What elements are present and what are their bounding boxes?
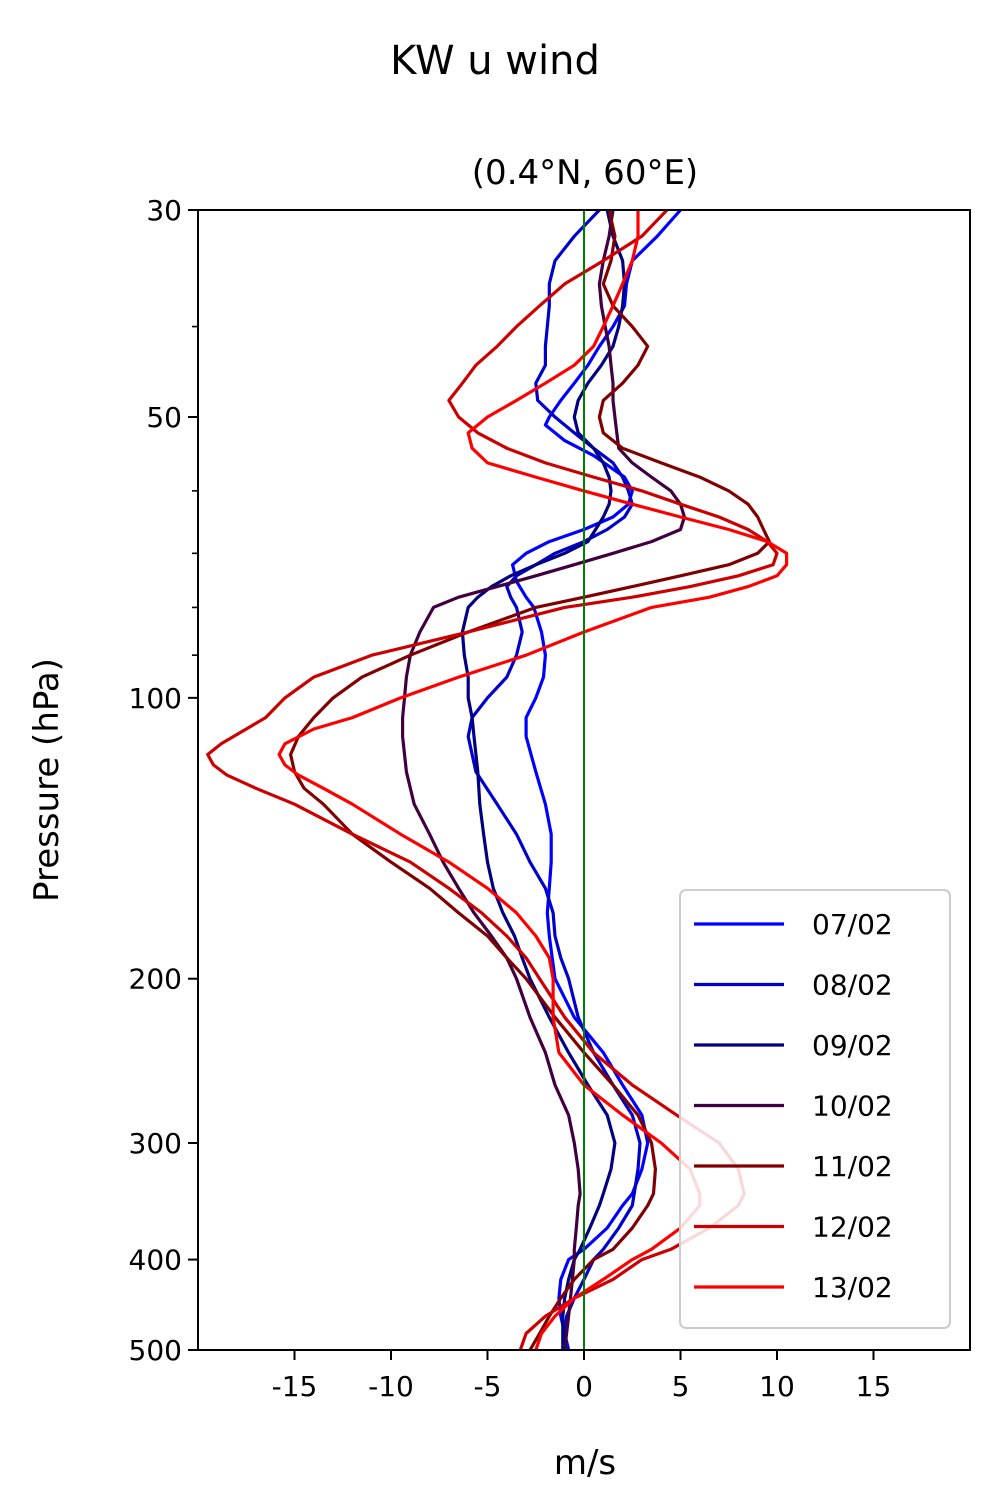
x-tick-label: -15 — [272, 1370, 318, 1403]
legend-label-3: 09/02 — [812, 1029, 893, 1062]
series-line-4 — [401, 210, 686, 1350]
legend-label-4: 10/02 — [812, 1090, 893, 1123]
y-tick-label: 50 — [146, 401, 182, 434]
y-tick-label: 100 — [129, 682, 182, 715]
legend: 07/02 08/02 09/02 10/02 11/02 12/02 13/02 — [679, 889, 951, 1329]
series-line-2 — [466, 210, 642, 1350]
series-line-3 — [460, 210, 627, 1350]
x-tick-label: 5 — [672, 1370, 690, 1403]
chart-title: (0.4°N, 60°E) — [472, 153, 698, 193]
x-tick-label: 10 — [759, 1370, 795, 1403]
chart-suptitle: KW u wind — [390, 38, 600, 84]
legend-label-7: 13/02 — [812, 1271, 893, 1304]
legend-label-1: 07/02 — [812, 908, 893, 941]
y-tick-label: 300 — [129, 1127, 182, 1160]
y-axis-label: Pressure (hPa) — [27, 658, 67, 902]
legend-label-5: 11/02 — [812, 1150, 893, 1183]
y-tick-label: 200 — [129, 963, 182, 996]
y-tick-label: 30 — [146, 194, 182, 227]
x-tick-label: -5 — [474, 1370, 502, 1403]
series-line-5 — [289, 210, 771, 1350]
y-axis-ticks: 30 50 100 200 300 400 500 — [129, 194, 198, 1367]
x-axis-label: m/s — [554, 1443, 616, 1483]
series-layer — [206, 210, 789, 1350]
series-line-1 — [511, 210, 682, 1350]
legend-frame — [679, 889, 951, 1329]
y-tick-label: 400 — [129, 1244, 182, 1277]
x-tick-label: 15 — [856, 1370, 892, 1403]
x-tick-label: 0 — [575, 1370, 593, 1403]
legend-label-6: 12/02 — [812, 1211, 893, 1244]
legend-label-2: 08/02 — [812, 969, 893, 1002]
x-axis-ticks: -15 -10 -5 0 5 10 15 — [272, 1350, 892, 1403]
y-tick-label: 500 — [129, 1334, 182, 1367]
x-tick-label: -10 — [368, 1370, 414, 1403]
